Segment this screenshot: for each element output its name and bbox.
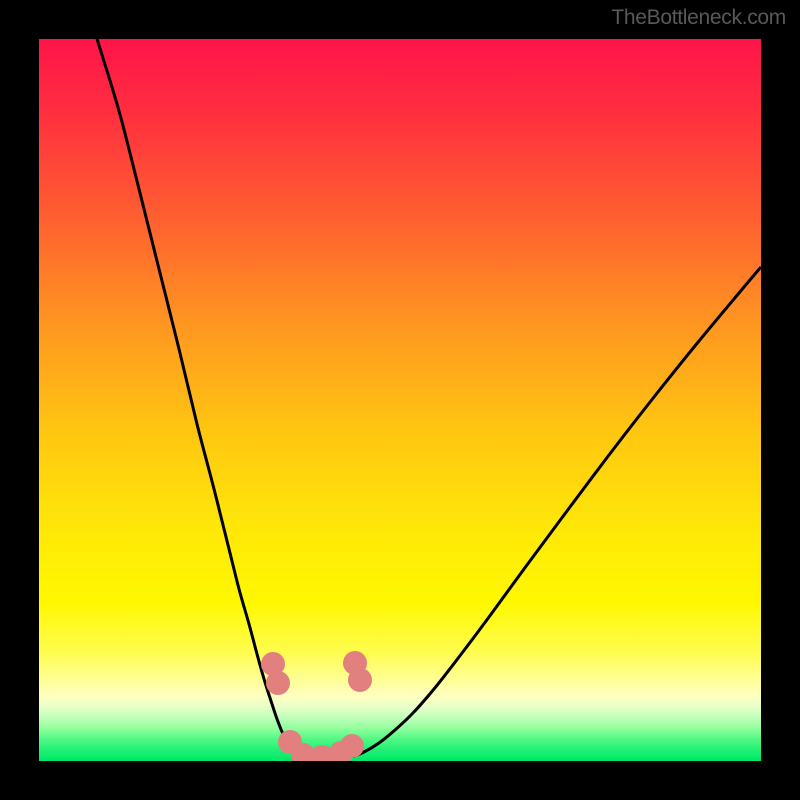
- data-markers: [261, 651, 372, 761]
- left-descent-curve: [97, 39, 319, 761]
- data-marker: [343, 651, 367, 675]
- watermark-text: TheBottleneck.com: [611, 6, 786, 30]
- right-ascent-curve: [319, 267, 761, 761]
- chart-plot-area: [39, 39, 761, 761]
- chart-curves: [39, 39, 761, 761]
- data-marker: [266, 671, 290, 695]
- data-marker: [340, 734, 364, 758]
